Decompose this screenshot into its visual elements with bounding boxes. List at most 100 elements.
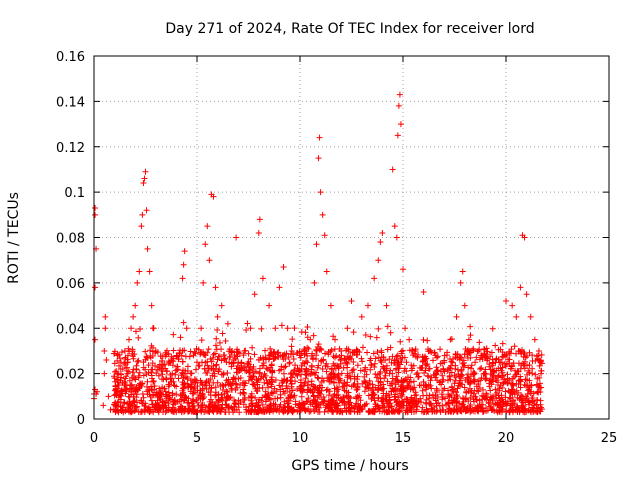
data-point — [350, 366, 357, 373]
data-point — [251, 351, 258, 358]
data-point — [163, 375, 170, 382]
data-point — [180, 319, 187, 326]
data-point — [319, 366, 326, 373]
data-point — [523, 408, 530, 415]
data-point — [459, 401, 466, 408]
data-point — [367, 333, 374, 340]
data-point — [213, 335, 220, 342]
data-point — [348, 402, 355, 409]
data-point — [441, 359, 448, 366]
data-point — [464, 354, 471, 361]
data-point — [473, 354, 480, 361]
data-point — [509, 302, 516, 309]
data-point — [305, 405, 312, 412]
data-point — [283, 377, 290, 384]
data-point — [140, 394, 147, 401]
data-point — [136, 369, 143, 376]
data-point — [200, 279, 207, 286]
data-point — [316, 384, 323, 391]
data-point — [316, 408, 323, 415]
data-point — [204, 407, 211, 414]
data-point — [363, 371, 370, 378]
data-point — [210, 408, 217, 415]
data-point — [141, 406, 148, 413]
data-point — [129, 407, 136, 414]
data-point — [107, 406, 114, 413]
data-point — [397, 338, 404, 345]
data-point — [516, 377, 523, 384]
data-point — [137, 326, 144, 333]
data-point — [492, 386, 499, 393]
data-point — [393, 353, 400, 360]
data-point — [535, 347, 542, 354]
data-point — [226, 359, 233, 366]
data-point — [480, 351, 487, 358]
data-point — [426, 347, 433, 354]
data-point — [249, 366, 256, 373]
data-point — [506, 377, 513, 384]
data-point — [401, 354, 408, 361]
data-point — [180, 367, 187, 374]
data-point — [533, 353, 540, 360]
data-point — [332, 336, 339, 343]
data-point — [380, 381, 387, 388]
y-tick-label: 0.08 — [56, 232, 85, 247]
data-point — [142, 348, 149, 355]
data-point — [155, 364, 162, 371]
data-point — [100, 402, 107, 409]
data-point — [168, 353, 175, 360]
data-point — [121, 386, 128, 393]
data-point — [224, 394, 231, 401]
data-point — [311, 408, 318, 415]
data-point — [132, 302, 139, 309]
data-point — [237, 399, 244, 406]
data-point — [347, 408, 354, 415]
data-point — [269, 367, 276, 374]
data-point — [248, 408, 255, 415]
data-point — [303, 365, 310, 372]
data-point — [459, 381, 466, 388]
data-point — [163, 395, 170, 402]
data-point — [234, 349, 241, 356]
data-point — [126, 336, 133, 343]
data-point — [233, 381, 240, 388]
data-point — [465, 371, 472, 378]
data-point — [386, 356, 393, 363]
data-point — [117, 371, 124, 378]
data-point — [328, 401, 335, 408]
data-point — [241, 395, 248, 402]
data-point — [517, 365, 524, 372]
data-point — [343, 392, 350, 399]
data-point — [155, 372, 162, 379]
data-point — [358, 355, 365, 362]
data-point — [260, 360, 267, 367]
data-point — [134, 358, 141, 365]
data-point — [312, 372, 319, 379]
data-point — [231, 375, 238, 382]
data-point — [376, 408, 383, 415]
data-point — [250, 380, 257, 387]
data-point — [313, 400, 320, 407]
data-point — [314, 364, 321, 371]
data-point — [421, 369, 428, 376]
data-point — [330, 333, 337, 340]
data-point — [126, 385, 133, 392]
data-point — [361, 388, 368, 395]
data-point — [204, 369, 211, 376]
data-point — [234, 384, 241, 391]
data-point — [379, 229, 386, 236]
data-point — [538, 370, 545, 377]
data-point — [288, 374, 295, 381]
data-point — [321, 350, 328, 357]
data-point — [466, 403, 473, 410]
y-tick-label: 0.14 — [56, 95, 85, 110]
data-point — [273, 388, 280, 395]
data-point — [131, 384, 138, 391]
data-point — [214, 398, 221, 405]
data-point — [117, 403, 124, 410]
data-point — [431, 349, 438, 356]
data-point — [229, 347, 236, 354]
data-point — [255, 356, 262, 363]
data-point — [153, 370, 160, 377]
data-point — [288, 380, 295, 387]
